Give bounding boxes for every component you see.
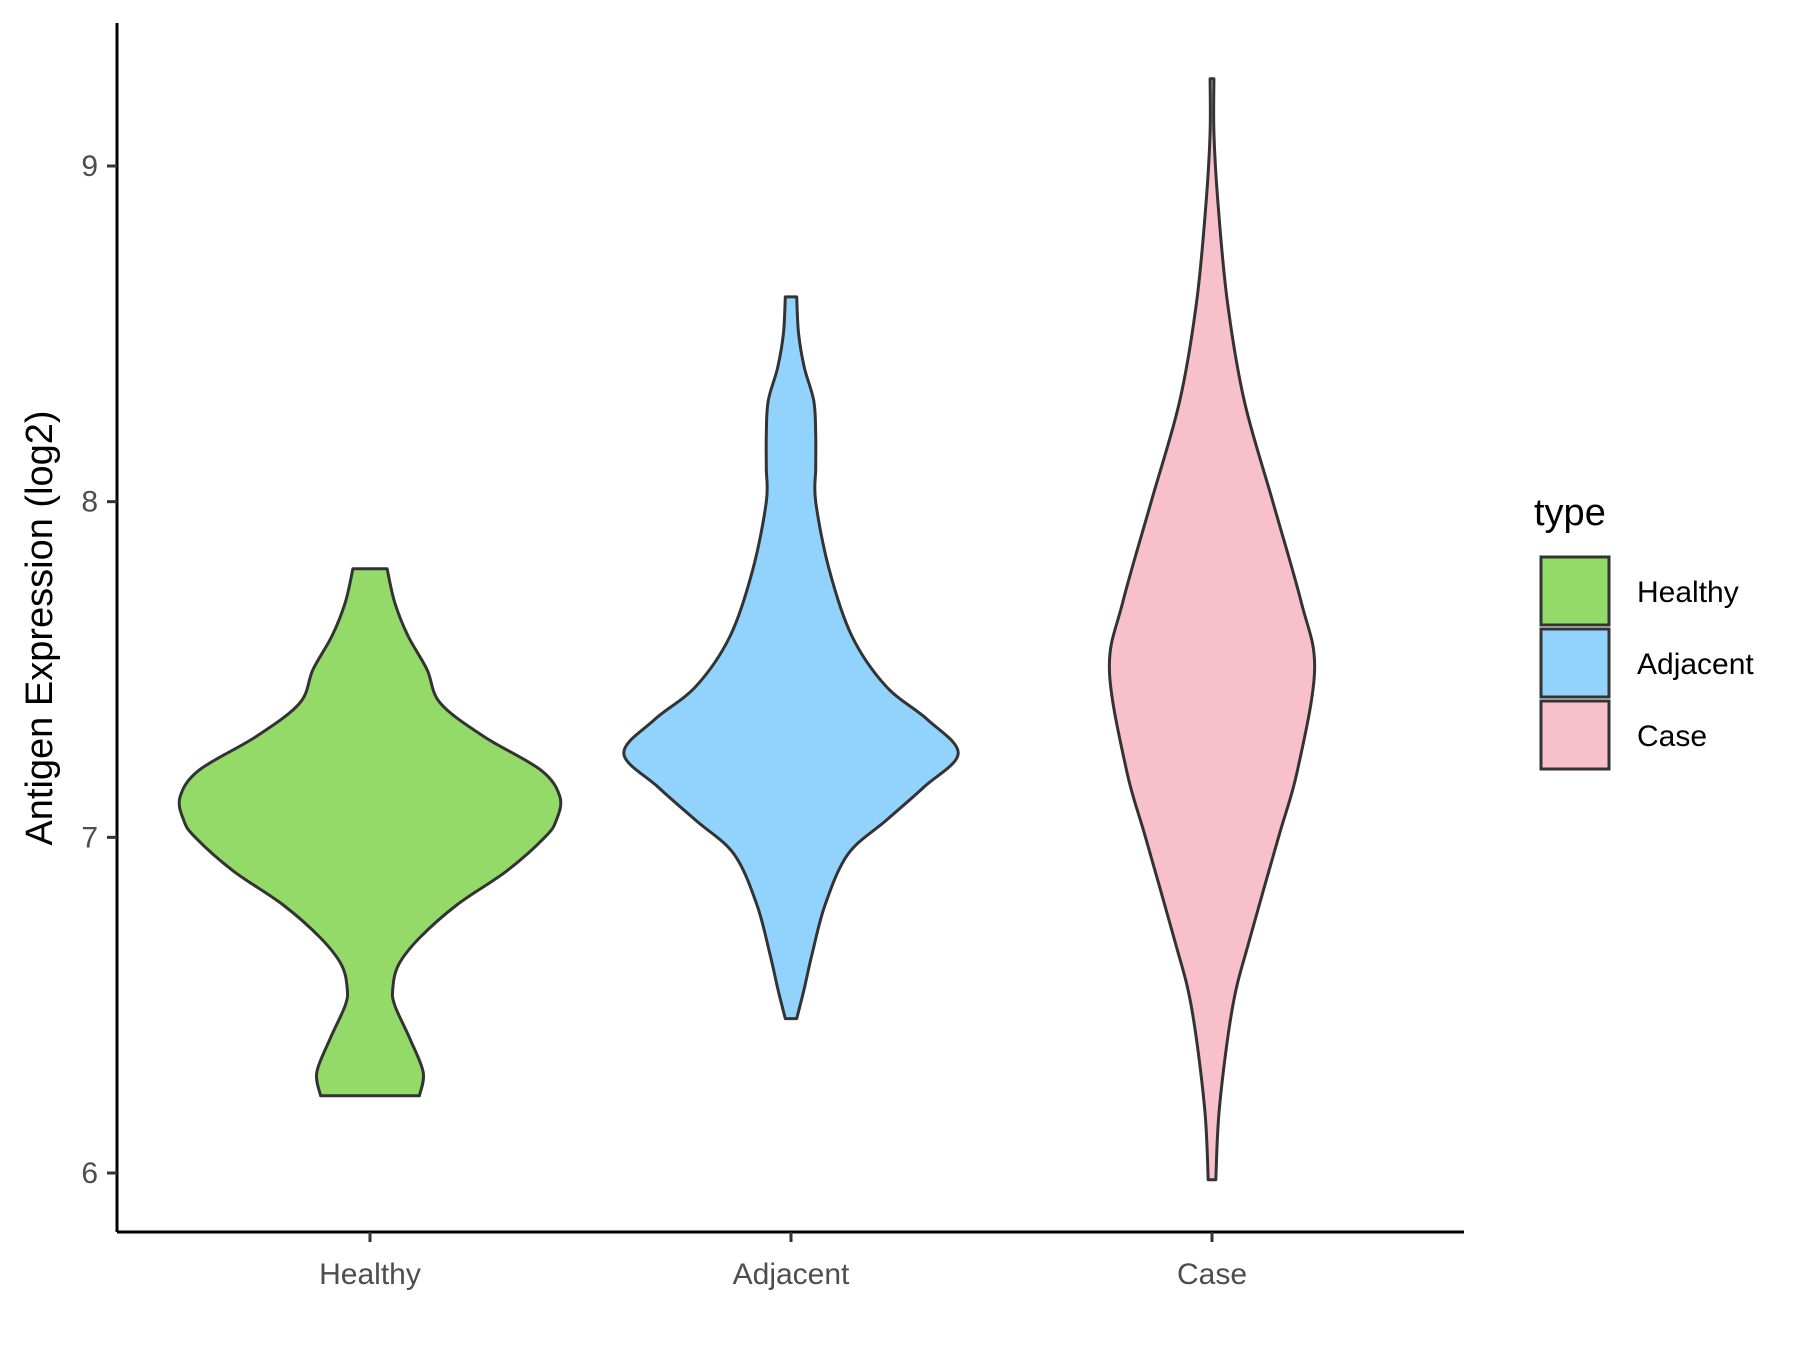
legend-swatch-adjacent	[1539, 627, 1611, 699]
legend: type Healthy Adjacent Case	[1534, 492, 1754, 771]
y-tick-label: 6	[81, 1157, 98, 1190]
violin-case	[1107, 77, 1317, 1182]
legend-swatch-healthy	[1539, 555, 1611, 627]
y-axis-ticks: 6 7 8 9	[81, 150, 117, 1190]
legend-label-adjacent: Adjacent	[1637, 648, 1754, 681]
violin-healthy	[177, 567, 563, 1098]
x-tick-label: Case	[1177, 1258, 1247, 1291]
violin-layer	[177, 77, 1317, 1182]
y-tick-label: 8	[81, 486, 98, 519]
x-tick-label: Adjacent	[733, 1258, 850, 1291]
y-tick-label: 9	[81, 150, 98, 183]
y-axis-title: Antigen Expression (log2)	[19, 410, 61, 845]
legend-label-healthy: Healthy	[1637, 576, 1739, 609]
x-axis-ticks: Healthy Adjacent Case	[319, 1232, 1247, 1291]
legend-title: type	[1534, 492, 1606, 534]
legend-swatch-case	[1539, 699, 1611, 771]
y-tick-label: 7	[81, 821, 98, 854]
violin-adjacent	[622, 295, 960, 1021]
x-tick-label: Healthy	[319, 1258, 421, 1291]
legend-label-case: Case	[1637, 720, 1707, 753]
